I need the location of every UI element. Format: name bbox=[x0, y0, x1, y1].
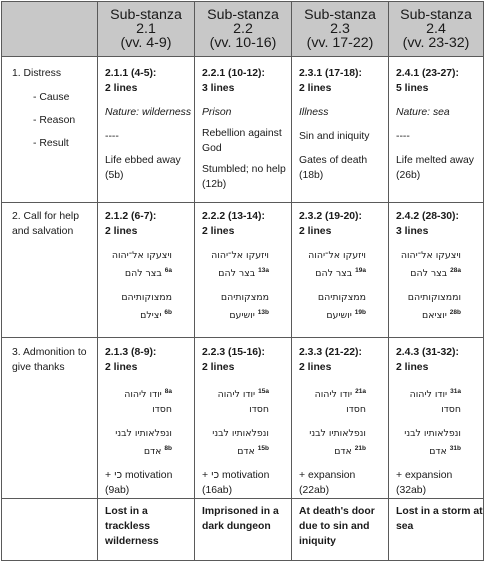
thanks-cell-2-2: 2.2.3 (15-16): 2 lines 15a יודו ליהוה חסד… bbox=[194, 336, 292, 500]
header-row: Sub-stanza 2.1 (vv. 4-9) Sub-stanza 2.2 (vv.… bbox=[1, 1, 484, 57]
call-cell-2-4: 2.4.2 (28-30): 3 lines ויצעקו אל־יהוה 28a … bbox=[388, 202, 484, 338]
summary-cell-2-4: Lost in a storm at sea bbox=[388, 498, 484, 561]
table-row-summary: Lost in a trackless wilderness Imprisone… bbox=[1, 498, 484, 561]
row-label-call-for-help: 2. Call for help and salvation bbox=[1, 202, 98, 338]
summary-cell-2-2: Imprisoned in a dark dungeon bbox=[194, 498, 292, 561]
header-sub-stanza-2-4: Sub-stanza 2.4 (vv. 23-32) bbox=[388, 1, 484, 57]
header-sub-stanza-2-2: Sub-stanza 2.2 (vv. 10-16) bbox=[194, 1, 292, 57]
table-row-call-for-help: 2. Call for help and salvation 2.1.2 (6-… bbox=[1, 202, 484, 338]
thanks-cell-2-3: 2.3.3 (21-22): 2 lines 21a יודו ליהוה חסד… bbox=[291, 336, 389, 500]
thanks-cell-2-1: 2.1.3 (8-9): 2 lines 8a יודו ליהוה חסדו ו… bbox=[97, 336, 195, 500]
row-label-distress: 1. Distress - Cause - Reason - Result bbox=[1, 56, 98, 203]
distress-cell-2-1: 2.1.1 (4-5): 2 lines Nature: wilderness -… bbox=[97, 56, 195, 203]
header-sub-stanza-2-1: Sub-stanza 2.1 (vv. 4-9) bbox=[97, 1, 195, 57]
header-corner-cell bbox=[1, 1, 98, 57]
table-row-admonition: 3. Admonition to give thanks 2.1.3 (8-9)… bbox=[1, 336, 484, 500]
header-sub-stanza-2-3: Sub-stanza 2.3 (vv. 17-22) bbox=[291, 1, 389, 57]
reason-label: - Reason bbox=[33, 115, 76, 126]
thanks-cell-2-4: 2.4.3 (31-32): 2 lines 31a יודו ליהוה חסד… bbox=[388, 336, 484, 500]
summary-cell-2-1: Lost in a trackless wilderness bbox=[97, 498, 195, 561]
summary-cell-2-3: At death's door due to sin and iniquity bbox=[291, 498, 389, 561]
distress-cell-2-3: 2.3.1 (17-18): 2 lines Illness Sin and in… bbox=[291, 56, 389, 203]
distress-cell-2-4: 2.4.1 (23-27): 5 lines Nature: sea ---- L… bbox=[388, 56, 484, 203]
row-label-admonition: 3. Admonition to give thanks bbox=[1, 336, 98, 500]
distress-label: 1. Distress bbox=[12, 68, 62, 79]
row-label-summary bbox=[1, 498, 98, 561]
call-cell-2-3: 2.3.2 (19-20): 2 lines ויזעקו אל־יהוה 19a … bbox=[291, 202, 389, 338]
result-label: - Result bbox=[33, 138, 69, 149]
call-cell-2-2: 2.2.2 (13-14): 2 lines ויזעקו אל־יהוה 13a … bbox=[194, 202, 292, 338]
distress-cell-2-2: 2.2.1 (10-12): 3 lines Prison Rebellion a… bbox=[194, 56, 292, 203]
cause-label: - Cause bbox=[33, 92, 70, 103]
table-row-distress: 1. Distress - Cause - Reason - Result 2.… bbox=[1, 56, 484, 203]
call-cell-2-1: 2.1.2 (6-7): 2 lines ויצעקו אל־יהוה 6a בצר… bbox=[97, 202, 195, 338]
